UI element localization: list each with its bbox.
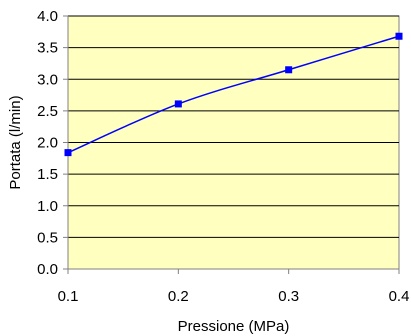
y-tick-label: 3.5	[37, 40, 58, 57]
x-tick-label: 0.1	[58, 288, 79, 305]
y-tick-label: 0.0	[37, 261, 58, 278]
y-tick-label: 2.5	[37, 103, 58, 120]
y-axis-label: Portata (l/min)	[7, 95, 24, 189]
data-point	[64, 149, 72, 157]
y-tick-label: 0.5	[37, 229, 58, 246]
data-point	[285, 66, 293, 74]
series-line	[67, 35, 400, 154]
y-tick-label: 3.0	[37, 71, 58, 88]
x-axis-label: Pressione (MPa)	[178, 318, 290, 335]
y-tick-label: 2.0	[37, 135, 58, 152]
x-axis-ticks: 0.1 0.2 0.3 0.4	[58, 269, 410, 305]
x-tick-label: 0.3	[278, 288, 299, 305]
y-axis-ticks: 0.0 0.5 1.0 1.5 2.0 2.5 3.0 3.5 4.0	[37, 8, 68, 278]
data-point	[395, 32, 403, 40]
gridlines	[68, 15, 399, 238]
y-tick-label: 1.5	[37, 166, 58, 183]
x-tick-label: 0.2	[168, 288, 189, 305]
data-point	[174, 100, 182, 108]
y-tick-label: 4.0	[37, 8, 58, 25]
series-group	[64, 32, 403, 157]
x-tick-label: 0.4	[389, 288, 410, 305]
y-tick-label: 1.0	[37, 198, 58, 215]
